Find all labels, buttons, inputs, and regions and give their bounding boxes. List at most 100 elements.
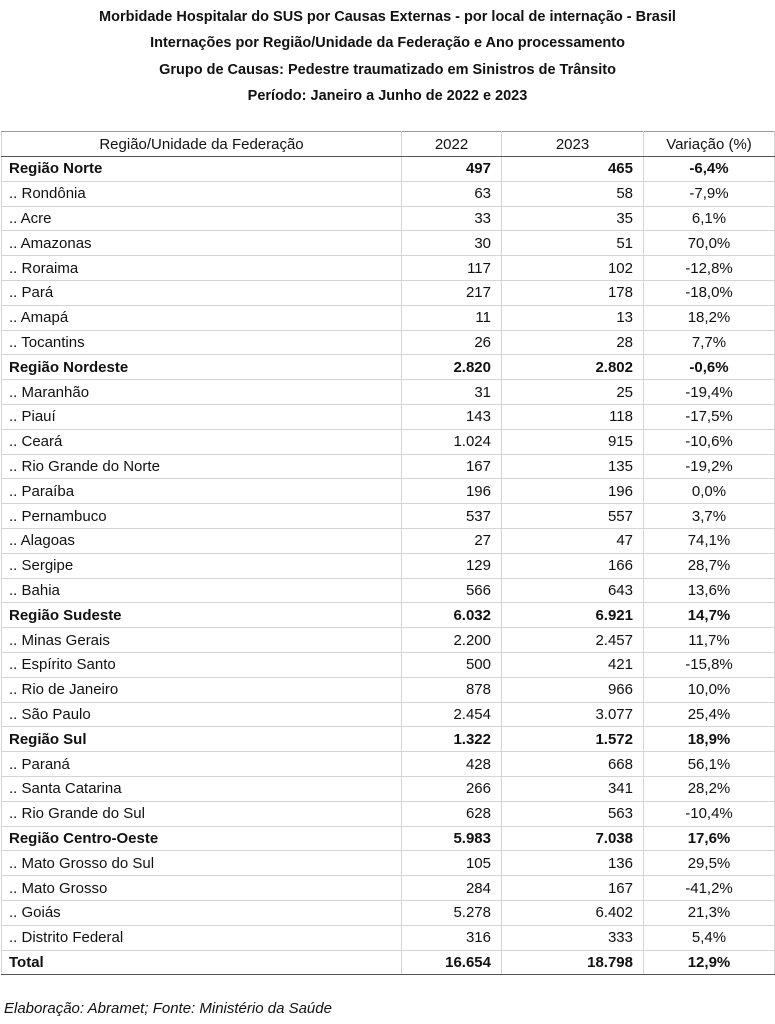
- table-row: .. Pará 217 178 -18,0%: [1, 279, 775, 306]
- cell-2022: 105: [401, 850, 502, 877]
- cell-2023: 167: [501, 875, 644, 901]
- table-row: .. Santa Catarina 266 341 28,2%: [1, 775, 775, 802]
- cell-variation: -10,4%: [643, 800, 775, 827]
- cell-name: Região Sul: [1, 726, 402, 753]
- cell-2022: 537: [401, 503, 502, 529]
- cell-name: .. Rio Grande do Norte: [1, 453, 402, 480]
- cell-2022: 266: [401, 775, 502, 802]
- total-row: Total 16.654 18.798 12,9%: [1, 949, 775, 976]
- cell-2023: 2.802: [501, 354, 644, 381]
- report-titles: Morbidade Hospitalar do SUS por Causas E…: [0, 6, 775, 111]
- table-row: .. Alagoas 27 47 74,1%: [1, 527, 775, 554]
- table-row: .. São Paulo 2.454 3.077 25,4%: [1, 701, 775, 728]
- cell-variation: 18,9%: [643, 726, 775, 753]
- table-row: .. Amazonas 30 51 70,0%: [1, 230, 775, 257]
- cell-name: .. Piauí: [1, 403, 402, 430]
- cell-2022: 5.983: [401, 825, 502, 852]
- cell-2023: 465: [501, 156, 644, 182]
- cell-name: .. Maranhão: [1, 379, 402, 405]
- cell-name: .. São Paulo: [1, 701, 402, 728]
- cell-2023: 333: [501, 924, 644, 951]
- cell-2022: 27: [401, 527, 502, 554]
- cell-variation: 12,9%: [643, 949, 775, 976]
- title-line-2: Internações por Região/Unidade da Federa…: [150, 35, 625, 52]
- cell-2022: 566: [401, 577, 502, 604]
- cell-name: .. Pará: [1, 279, 402, 306]
- cell-2023: 2.457: [501, 627, 644, 653]
- cell-name: .. Acre: [1, 205, 402, 232]
- cell-name: Região Sudeste: [1, 602, 402, 629]
- header-2023: 2023: [501, 131, 644, 157]
- cell-variation: 70,0%: [643, 230, 775, 257]
- cell-2023: 47: [501, 527, 644, 554]
- table-row: .. Mato Grosso do Sul 105 136 29,5%: [1, 850, 775, 877]
- cell-name: Total: [1, 949, 402, 976]
- table-row: .. Piauí 143 118 -17,5%: [1, 403, 775, 430]
- cell-2023: 668: [501, 751, 644, 777]
- cell-2022: 2.820: [401, 354, 502, 381]
- cell-name: .. Paraíba: [1, 478, 402, 505]
- cell-2022: 428: [401, 751, 502, 777]
- cell-2022: 11: [401, 304, 502, 331]
- cell-2023: 51: [501, 230, 644, 257]
- cell-2022: 2.200: [401, 627, 502, 653]
- cell-variation: 28,7%: [643, 552, 775, 579]
- table-row: .. Rondônia 63 58 -7,9%: [1, 180, 775, 207]
- cell-name: Região Norte: [1, 156, 402, 182]
- cell-name: .. Alagoas: [1, 527, 402, 554]
- cell-variation: 11,7%: [643, 627, 775, 653]
- table-row: .. Distrito Federal 316 333 5,4%: [1, 924, 775, 951]
- cell-name: .. Amapá: [1, 304, 402, 331]
- cell-name: .. Sergipe: [1, 552, 402, 579]
- cell-2022: 129: [401, 552, 502, 579]
- cell-2023: 421: [501, 651, 644, 678]
- cell-variation: 74,1%: [643, 527, 775, 554]
- cell-2022: 2.454: [401, 701, 502, 728]
- cell-name: .. Goiás: [1, 899, 402, 926]
- cell-variation: -19,2%: [643, 453, 775, 480]
- cell-name: .. Bahia: [1, 577, 402, 604]
- table-row: .. Minas Gerais 2.200 2.457 11,7%: [1, 627, 775, 653]
- cell-2023: 196: [501, 478, 644, 505]
- cell-2023: 915: [501, 428, 644, 455]
- cell-variation: -41,2%: [643, 875, 775, 901]
- cell-2023: 6.402: [501, 899, 644, 926]
- region-row: Região Nordeste 2.820 2.802 -0,6%: [1, 354, 775, 381]
- cell-variation: 0,0%: [643, 478, 775, 505]
- table-row: .. Rio Grande do Norte 167 135 -19,2%: [1, 453, 775, 480]
- cell-2023: 102: [501, 255, 644, 281]
- cell-name: .. Santa Catarina: [1, 775, 402, 802]
- cell-variation: 17,6%: [643, 825, 775, 852]
- cell-name: Região Nordeste: [1, 354, 402, 381]
- cell-2022: 316: [401, 924, 502, 951]
- cell-variation: 5,4%: [643, 924, 775, 951]
- cell-2023: 643: [501, 577, 644, 604]
- cell-name: .. Mato Grosso do Sul: [1, 850, 402, 877]
- cell-2022: 628: [401, 800, 502, 827]
- cell-2022: 117: [401, 255, 502, 281]
- cell-2022: 284: [401, 875, 502, 901]
- cell-2022: 6.032: [401, 602, 502, 629]
- source-footer: Elaboração: Abramet; Fonte: Ministério d…: [4, 1000, 332, 1017]
- cell-variation: 56,1%: [643, 751, 775, 777]
- header-region: Região/Unidade da Federação: [1, 131, 402, 157]
- cell-2022: 167: [401, 453, 502, 480]
- cell-2023: 136: [501, 850, 644, 877]
- cell-variation: 3,7%: [643, 503, 775, 529]
- cell-name: .. Rondônia: [1, 180, 402, 207]
- title-line-4: Período: Janeiro a Junho de 2022 e 2023: [247, 87, 528, 104]
- cell-name: .. Ceará: [1, 428, 402, 455]
- cell-2023: 28: [501, 329, 644, 356]
- cell-variation: -15,8%: [643, 651, 775, 678]
- cell-variation: -17,5%: [643, 403, 775, 430]
- cell-name: .. Roraima: [1, 255, 402, 281]
- table-row: .. Paraíba 196 196 0,0%: [1, 478, 775, 505]
- region-row: Região Sul 1.322 1.572 18,9%: [1, 726, 775, 753]
- cell-name: .. Rio Grande do Sul: [1, 800, 402, 827]
- cell-variation: -0,6%: [643, 354, 775, 381]
- table-row: .. Maranhão 31 25 -19,4%: [1, 379, 775, 405]
- cell-variation: -18,0%: [643, 279, 775, 306]
- cell-2023: 178: [501, 279, 644, 306]
- cell-name: .. Espírito Santo: [1, 651, 402, 678]
- cell-2023: 13: [501, 304, 644, 331]
